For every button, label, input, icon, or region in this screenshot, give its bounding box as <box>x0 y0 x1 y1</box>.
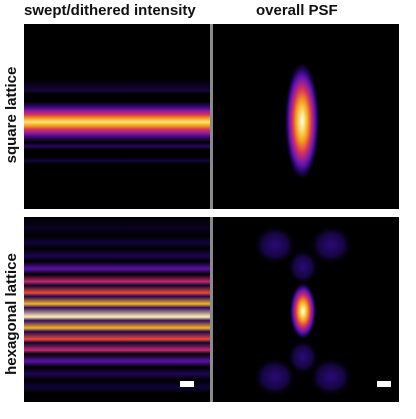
row-title-hexagonal: hexagonal lattice <box>3 253 20 375</box>
scale-bar-left <box>180 381 194 387</box>
panel-square-psf <box>213 24 399 209</box>
hexagonal-intensity-image <box>24 217 210 402</box>
hexagonal-psf-image <box>253 225 353 397</box>
row-title-square: square lattice <box>3 66 20 164</box>
panel-hexagonal-psf <box>213 217 399 402</box>
scale-bar-right <box>377 381 391 387</box>
panel-hexagonal-intensity <box>24 217 210 402</box>
square-psf-image <box>285 63 319 179</box>
panel-divider-top <box>210 24 213 209</box>
panel-divider-bottom <box>210 217 213 402</box>
panel-square-intensity <box>24 24 210 209</box>
column-title-psf: overall PSF <box>256 2 338 19</box>
column-title-intensity: swept/dithered intensity <box>24 2 196 19</box>
square-intensity-image <box>24 24 210 209</box>
